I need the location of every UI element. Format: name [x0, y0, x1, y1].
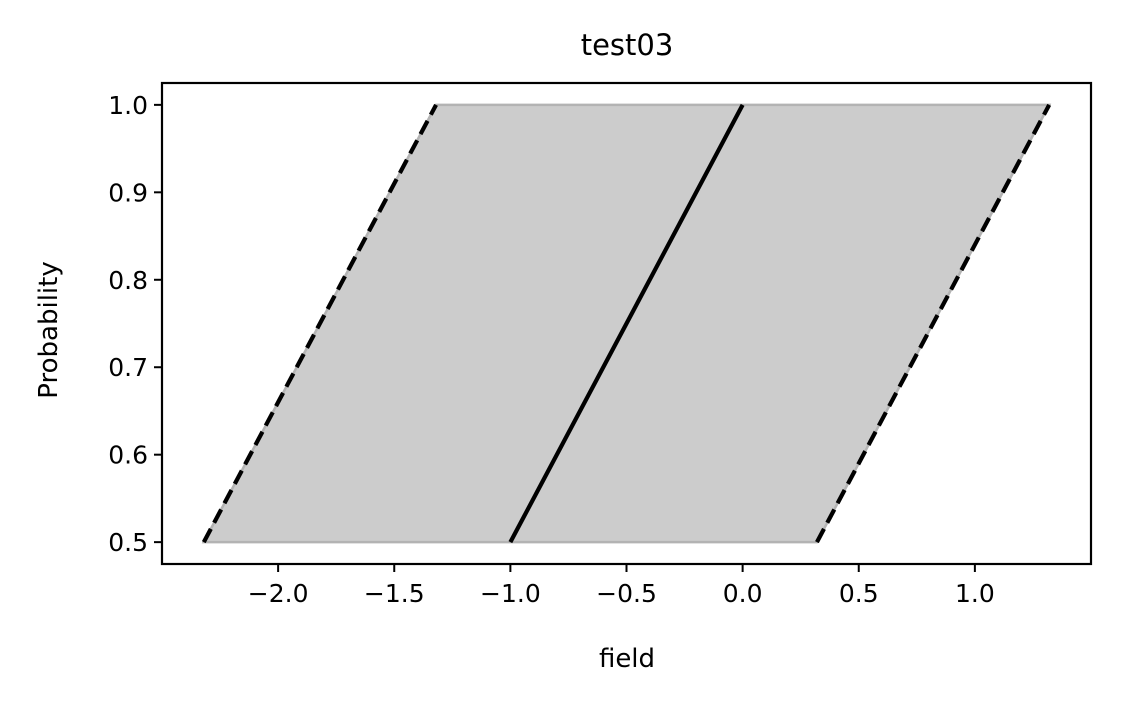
- x-tick-label: −2.0: [248, 579, 309, 608]
- x-axis-label: field: [599, 644, 655, 674]
- x-tick-label: −0.5: [596, 579, 657, 608]
- x-tick-label: 1.0: [955, 579, 995, 608]
- y-tick-label: 0.9: [108, 178, 148, 207]
- chart-title: test03: [581, 28, 674, 62]
- y-axis: 0.5 0.6 0.7 0.8 0.9 1.0: [108, 91, 162, 557]
- y-tick-label: 0.6: [108, 441, 148, 470]
- y-tick-label: 0.8: [108, 266, 148, 295]
- median-line: [508, 103, 745, 544]
- y-axis-label: Probability: [34, 261, 64, 398]
- plot-area: [160, 81, 1093, 566]
- x-tick-label: 0.0: [723, 579, 763, 608]
- x-axis: −2.0 −1.5 −1.0 −0.5 0.0 0.5 1.0: [248, 564, 995, 608]
- dashed-line-2: [815, 103, 1052, 544]
- x-tick-label: 0.5: [839, 579, 879, 608]
- y-tick-label: 0.7: [108, 353, 148, 382]
- x-tick-label: −1.0: [480, 579, 541, 608]
- dashed-line-1: [201, 103, 438, 544]
- y-tick-label: 1.0: [108, 91, 148, 120]
- x-tick-label: −1.5: [364, 579, 425, 608]
- y-tick-label: 0.5: [108, 528, 148, 557]
